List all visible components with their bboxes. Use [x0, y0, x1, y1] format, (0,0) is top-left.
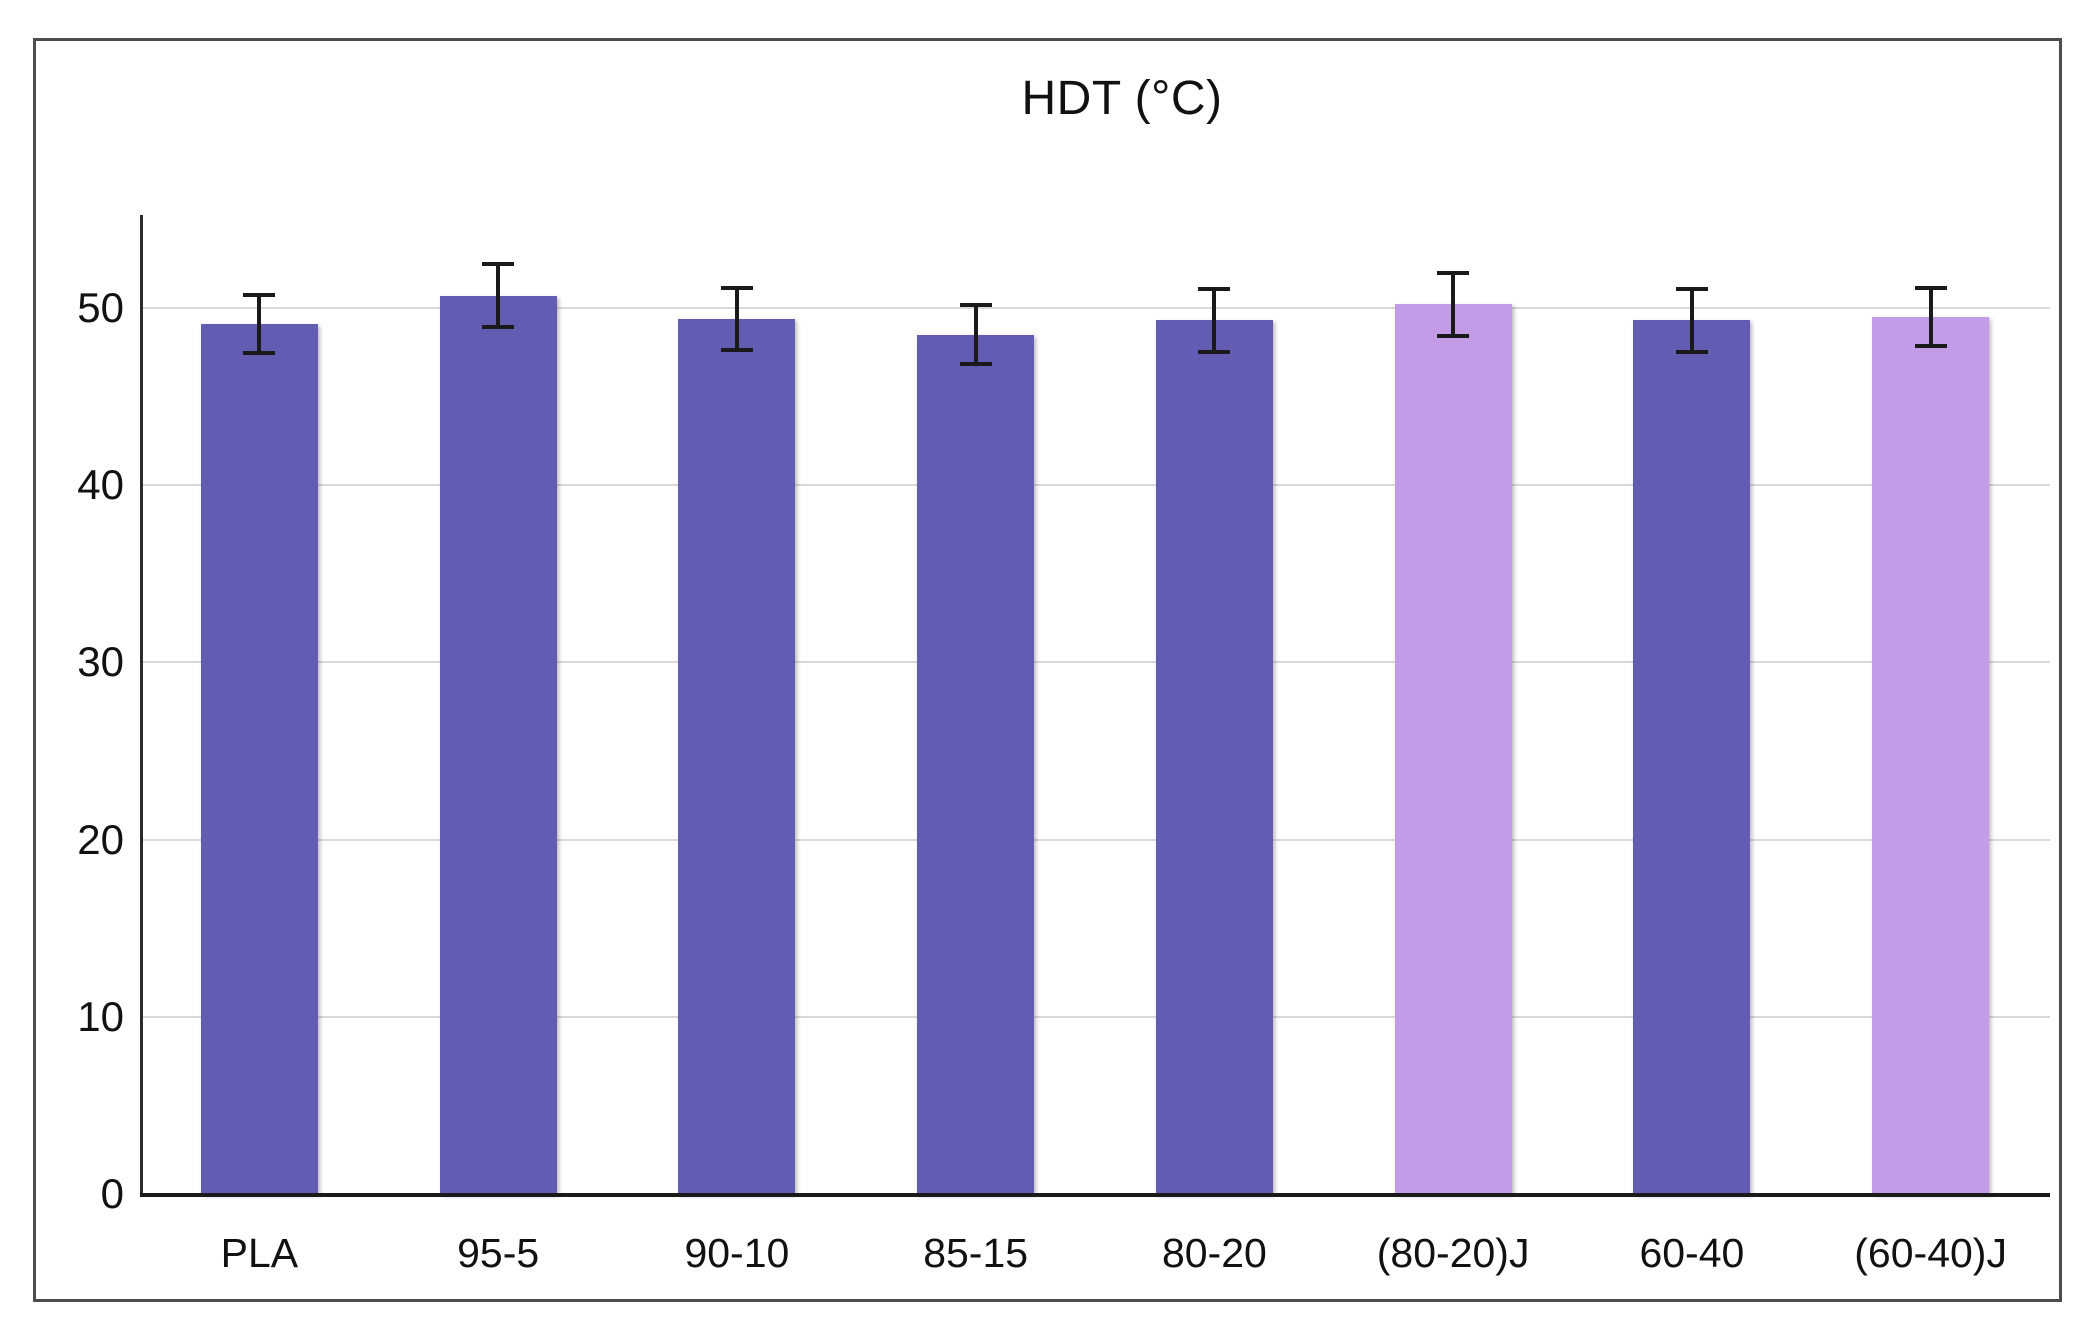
bar-95-5: [439, 295, 557, 1194]
error-bar-line-(60-40)J: [1928, 288, 1933, 346]
bar-60-40: [1633, 320, 1751, 1194]
error-bar-cap-bottom-80-20: [1198, 349, 1231, 354]
gridline-40: [140, 484, 2050, 487]
bar-(80-20)J: [1394, 304, 1512, 1194]
gridline-50: [140, 307, 2050, 309]
gridline-30: [140, 661, 2050, 664]
y-tick-label-0: 0: [100, 1170, 124, 1217]
gridline-20: [140, 838, 2050, 841]
error-bar-cap-top-80-20: [1198, 287, 1231, 292]
x-tick-label-PLA: PLA: [220, 1230, 299, 1276]
error-bar-cap-bottom-PLA: [243, 351, 276, 356]
error-bar-cap-top-(80-20)J: [1437, 271, 1470, 276]
x-axis-line: [140, 1193, 2050, 1197]
error-bar-cap-bottom-95-5: [482, 324, 515, 329]
y-tick-label-40: 40: [77, 461, 124, 509]
error-bar-line-60-40: [1689, 290, 1694, 351]
error-bar-line-90-10: [734, 288, 739, 349]
error-bar-cap-top-(60-40)J: [1914, 285, 1947, 290]
error-bar-line-80-20: [1212, 290, 1217, 351]
error-bar-line-(80-20)J: [1451, 274, 1456, 335]
y-tick-label-50: 50: [77, 284, 124, 331]
bar-80-20: [1155, 320, 1273, 1194]
error-bar-cap-bottom-(60-40)J: [1914, 344, 1947, 349]
x-tick-label-(60-40)J: (60-40)J: [1854, 1230, 2007, 1276]
chart-frame: HDT (°C) 0 10 20 30 40 50 PLA 95-5 90-10 85-15 80-…: [33, 38, 2062, 1302]
error-bar-cap-top-95-5: [482, 262, 515, 267]
chart-title: HDT (°C): [1021, 72, 1223, 125]
y-tick-label-30: 30: [77, 638, 124, 686]
error-bar-line-95-5: [496, 265, 501, 326]
error-bar-cap-bottom-90-10: [720, 347, 753, 352]
error-bar-line-PLA: [257, 295, 262, 353]
x-tick-label-80-20: 80-20: [1161, 1230, 1267, 1276]
bar-(60-40)J: [1872, 316, 1990, 1194]
x-tick-label-90-10: 90-10: [684, 1230, 790, 1276]
error-bar-cap-top-PLA: [243, 292, 276, 297]
error-bar-line-85-15: [973, 306, 978, 363]
x-tick-label-95-5: 95-5: [457, 1230, 540, 1276]
x-tick-label-60-40: 60-40: [1639, 1230, 1745, 1276]
error-bar-cap-top-85-15: [959, 303, 992, 308]
x-tick-label-85-15: 85-15: [923, 1230, 1029, 1276]
y-tick-label-10: 10: [77, 992, 124, 1040]
error-bar-cap-bottom-85-15: [959, 361, 992, 366]
y-tick-label-20: 20: [77, 815, 124, 863]
y-axis-line: [140, 215, 143, 1194]
bar-PLA: [200, 323, 318, 1194]
error-bar-cap-top-60-40: [1675, 287, 1708, 292]
bar-90-10: [678, 318, 796, 1194]
bar-85-15: [917, 334, 1035, 1194]
error-bar-cap-bottom-(80-20)J: [1437, 333, 1470, 338]
error-bar-cap-bottom-60-40: [1675, 349, 1708, 354]
gridline-10: [140, 1015, 2050, 1018]
error-bar-cap-top-90-10: [720, 285, 753, 290]
x-tick-label-(80-20)J: (80-20)J: [1376, 1230, 1530, 1276]
